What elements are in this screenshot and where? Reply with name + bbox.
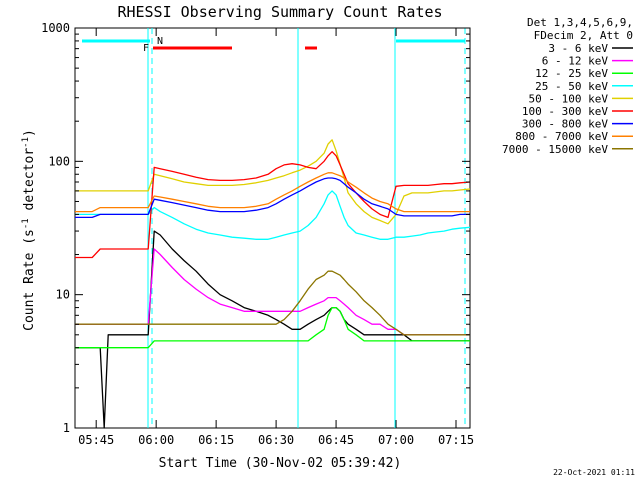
legend-header-1: Det 1,3,4,5,6,9, <box>527 16 633 29</box>
legend-label-8: 7000 - 15000 keV <box>502 143 608 156</box>
x-tick-label-0: 05:45 <box>78 433 114 447</box>
marker-n: N <box>157 36 163 47</box>
legend-label-5: 100 - 300 keV <box>522 105 608 118</box>
ticks-layer: 05:45 06:00 06:15 06:30 06:45 07:00 07:15 1 10 10… <box>41 21 474 447</box>
y-tick-label-1: 10 <box>56 288 70 302</box>
series-line-1 <box>75 248 470 336</box>
x-tick-label-2: 06:15 <box>198 433 234 447</box>
chart-title: RHESSI Observing Summary Count Rates <box>117 3 442 21</box>
time-bands <box>82 28 466 428</box>
plot-frame <box>74 27 471 429</box>
y-axis-label-mid: detector <box>22 148 37 219</box>
y-axis-label-main: Count Rate (s <box>22 229 37 331</box>
legend-header-2: FDecim 2, Att 0 <box>534 29 633 42</box>
legend-label-7: 800 - 7000 keV <box>515 130 608 143</box>
x-tick-label-1: 06:00 <box>138 433 174 447</box>
x-tick-label-6: 07:15 <box>438 433 474 447</box>
series-line-3 <box>75 190 471 240</box>
series-line-2 <box>75 306 470 349</box>
legend-label-0: 3 - 6 keV <box>548 42 608 55</box>
series-line-5 <box>75 151 471 259</box>
legend-label-3: 25 - 50 keV <box>535 80 608 93</box>
y-tick-label-2: 100 <box>48 154 70 168</box>
y-tick-label-0: 1 <box>63 421 70 435</box>
legend-label-4: 50 - 100 keV <box>529 92 609 105</box>
series-layer <box>75 139 471 429</box>
y-tick-label-3: 1000 <box>41 21 70 35</box>
x-tick-label-3: 06:30 <box>258 433 294 447</box>
timestamp: 22-Oct-2021 01:11 <box>553 468 635 477</box>
series-line-7 <box>75 172 470 213</box>
legend-label-2: 12 - 25 keV <box>535 67 608 80</box>
x-axis-label: Start Time (30-Nov-02 05:39:42) <box>159 456 402 471</box>
series-line-4 <box>75 139 471 225</box>
x-tick-label-5: 07:00 <box>378 433 414 447</box>
plot-area: 05:45 06:00 06:15 06:30 06:45 07:00 07:15 1 10 10… <box>41 21 474 447</box>
y-axis-label-sup1: -1 <box>21 218 31 229</box>
series-line-0 <box>75 230 470 429</box>
series-line-6 <box>75 177 470 219</box>
y-axis-label: Count Rate (s-1 detector-1) <box>21 129 37 331</box>
legend-label-1: 6 - 12 keV <box>542 55 609 68</box>
y-axis-label-sup2: -1 <box>21 137 31 148</box>
legend: Det 1,3,4,5,6,9, FDecim 2, Att 0 3 - 6 k… <box>502 16 633 156</box>
legend-label-6: 300 - 800 keV <box>522 118 608 131</box>
x-tick-label-4: 06:45 <box>318 433 354 447</box>
y-axis-label-end: ) <box>22 129 37 137</box>
series-line-8 <box>75 270 470 336</box>
marker-f: F <box>143 43 149 54</box>
